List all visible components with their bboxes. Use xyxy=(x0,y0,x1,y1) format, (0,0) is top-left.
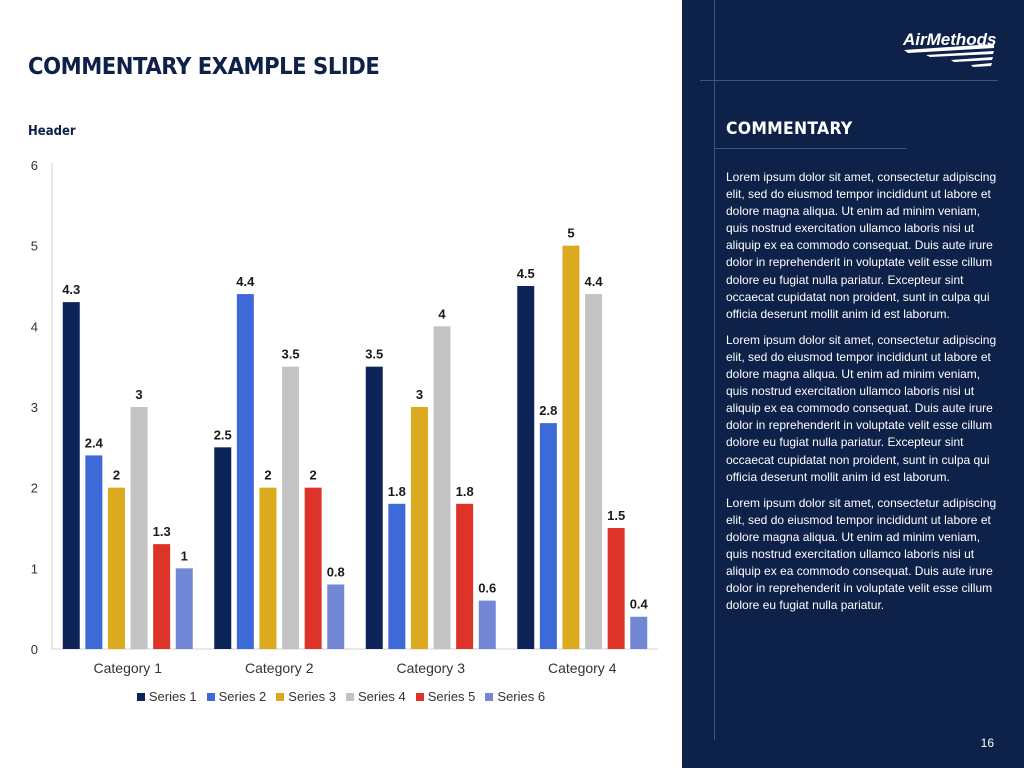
legend-label: Series 4 xyxy=(358,689,406,704)
legend-swatch xyxy=(276,692,285,701)
bar xyxy=(130,407,148,649)
legend-item: Series 6 xyxy=(485,689,545,704)
bar xyxy=(478,600,496,649)
bar xyxy=(410,407,428,649)
data-label: 4.4 xyxy=(236,274,255,289)
commentary-paragraph: Lorem ipsum dolor sit amet, consectetur … xyxy=(726,332,997,484)
category-label: Category 2 xyxy=(245,660,314,676)
legend-item: Series 2 xyxy=(206,689,267,704)
bar xyxy=(327,584,345,649)
bar xyxy=(585,294,603,649)
category-label: Category 3 xyxy=(397,660,466,676)
legend-swatch xyxy=(346,692,354,701)
y-tick-label: 1 xyxy=(31,561,38,576)
legend-label: Series 6 xyxy=(497,689,546,704)
bar xyxy=(153,544,171,649)
legend-item: Series 5 xyxy=(415,689,476,704)
category-label: Category 4 xyxy=(548,660,617,676)
air-methods-logo: AirMethods xyxy=(902,30,997,67)
data-label: 0.4 xyxy=(630,597,649,612)
data-label: 1.5 xyxy=(607,508,625,523)
data-label: 1 xyxy=(181,548,188,563)
bar xyxy=(630,616,648,649)
data-label: 4.5 xyxy=(517,266,535,281)
bar xyxy=(214,447,232,649)
logo-wing-stripe-icon xyxy=(926,51,994,57)
data-label: 3 xyxy=(416,387,423,402)
commentary-body: Lorem ipsum dolor sit amet, consectetur … xyxy=(726,169,998,623)
y-tick-label: 0 xyxy=(31,642,38,657)
y-tick-label: 6 xyxy=(31,158,38,173)
logo-text: AirMethods xyxy=(902,30,997,49)
legend-label: Series 5 xyxy=(427,689,476,704)
chart-legend: Series 1 Series 2 Series 3 Series 4 Series 5… xyxy=(0,689,682,704)
logo-wing-icon xyxy=(904,44,994,53)
data-label: 5 xyxy=(567,226,574,241)
bar xyxy=(388,503,406,649)
data-label: 2.4 xyxy=(85,435,104,450)
logo-wing-stripe-icon xyxy=(971,63,992,67)
commentary-title: COMMENTARY xyxy=(726,119,853,139)
data-label: 2 xyxy=(310,468,317,483)
commentary-panel xyxy=(682,0,1024,768)
legend-item: Series 4 xyxy=(346,689,406,704)
data-label: 0.6 xyxy=(478,581,496,596)
panel-divider-top xyxy=(700,80,998,81)
legend-label: Series 3 xyxy=(288,689,336,704)
y-tick-label: 2 xyxy=(31,481,38,496)
y-tick-label: 5 xyxy=(31,239,38,254)
logo-wing-stripe-icon xyxy=(951,57,993,62)
legend-label: Series 2 xyxy=(218,689,267,704)
bar xyxy=(236,294,254,649)
data-label: 3 xyxy=(135,387,142,402)
data-label: 2 xyxy=(113,468,120,483)
legend-swatch xyxy=(206,692,215,701)
y-tick-label: 4 xyxy=(31,319,38,334)
bar xyxy=(539,423,557,649)
commentary-paragraph: Lorem ipsum dolor sit amet, consectetur … xyxy=(726,170,997,321)
y-tick-label: 3 xyxy=(31,400,38,415)
data-label: 1.3 xyxy=(153,524,171,539)
data-label: 2.8 xyxy=(539,403,557,418)
data-label: 2.5 xyxy=(214,427,232,442)
commentary-paragraph: Lorem ipsum dolor sit amet, consectetur … xyxy=(726,495,997,613)
data-label: 0.8 xyxy=(327,564,345,579)
bar xyxy=(175,568,193,649)
bar-chart: 0 1 2 3 4 5 6 4.3 2.4 2 3 1.3 1 Category 1 2.5 4.4 2 3.5 2… xyxy=(31,158,658,676)
page-number: 16 xyxy=(980,736,994,750)
data-label: 4.4 xyxy=(585,274,604,289)
legend-swatch xyxy=(485,692,494,701)
category-label: Category 1 xyxy=(94,660,163,676)
data-label: 2 xyxy=(264,468,271,483)
data-label: 1.8 xyxy=(456,484,474,499)
data-label: 1.8 xyxy=(388,484,406,499)
data-label: 4 xyxy=(438,306,446,321)
bar xyxy=(433,326,451,649)
data-label: 3.5 xyxy=(282,347,300,362)
panel-divider-title xyxy=(714,148,906,149)
bar xyxy=(607,528,625,649)
bar xyxy=(62,302,80,649)
legend-swatch xyxy=(136,692,145,701)
data-label: 4.3 xyxy=(62,282,80,297)
bar xyxy=(259,487,277,649)
bar xyxy=(304,487,322,649)
slide-title: COMMENTARY EXAMPLE SLIDE xyxy=(28,54,380,80)
bar xyxy=(517,286,535,649)
bar xyxy=(282,366,300,649)
bar xyxy=(85,455,103,649)
data-label: 3.5 xyxy=(365,347,383,362)
bar xyxy=(562,245,580,649)
panel-divider-vertical xyxy=(714,0,715,740)
chart-header: Header xyxy=(28,124,76,139)
bar xyxy=(365,366,383,649)
bar xyxy=(107,487,125,649)
legend-item: Series 1 xyxy=(136,689,197,704)
legend-swatch xyxy=(415,692,424,701)
bar xyxy=(456,503,474,649)
legend-label: Series 1 xyxy=(148,689,197,704)
legend-item: Series 3 xyxy=(276,689,336,704)
